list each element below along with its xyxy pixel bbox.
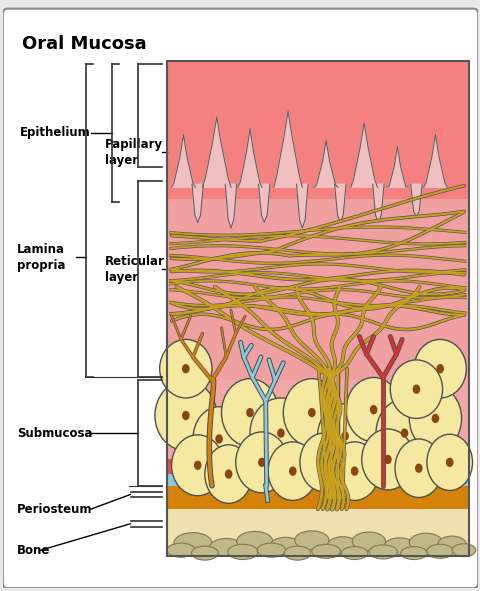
Polygon shape — [225, 184, 236, 228]
Polygon shape — [386, 146, 407, 187]
Polygon shape — [192, 184, 203, 222]
Ellipse shape — [451, 544, 475, 557]
Ellipse shape — [413, 339, 466, 398]
Ellipse shape — [400, 547, 426, 560]
Ellipse shape — [155, 381, 216, 451]
Ellipse shape — [174, 532, 212, 554]
Ellipse shape — [250, 398, 311, 468]
Polygon shape — [238, 129, 261, 187]
Circle shape — [215, 434, 222, 444]
Ellipse shape — [227, 544, 258, 560]
Polygon shape — [296, 184, 307, 228]
Ellipse shape — [284, 546, 310, 560]
Text: Papillary
layer: Papillary layer — [105, 138, 163, 167]
Bar — [167, 381, 468, 486]
Ellipse shape — [375, 399, 432, 467]
Ellipse shape — [257, 543, 285, 557]
Bar — [167, 459, 468, 474]
Ellipse shape — [327, 537, 357, 554]
Ellipse shape — [408, 387, 461, 451]
Circle shape — [341, 431, 348, 441]
Ellipse shape — [236, 531, 272, 551]
Polygon shape — [423, 135, 446, 187]
Text: Epithelium: Epithelium — [19, 126, 90, 139]
Ellipse shape — [317, 404, 372, 468]
Bar — [167, 61, 468, 556]
Ellipse shape — [408, 533, 442, 552]
Circle shape — [431, 414, 438, 423]
Circle shape — [412, 385, 420, 394]
Bar — [167, 509, 468, 556]
Bar — [167, 199, 468, 381]
Circle shape — [350, 466, 358, 476]
Ellipse shape — [171, 435, 223, 496]
Circle shape — [288, 466, 296, 476]
Text: Bone: Bone — [17, 544, 50, 557]
Circle shape — [414, 463, 422, 473]
Polygon shape — [202, 117, 230, 187]
Circle shape — [445, 457, 453, 467]
Circle shape — [181, 411, 189, 420]
Ellipse shape — [394, 439, 442, 498]
Ellipse shape — [221, 379, 278, 447]
Text: Reticular
layer: Reticular layer — [105, 255, 165, 284]
Polygon shape — [372, 184, 384, 222]
Ellipse shape — [384, 538, 415, 554]
FancyBboxPatch shape — [3, 9, 477, 588]
Ellipse shape — [267, 442, 317, 501]
Ellipse shape — [361, 429, 413, 490]
Polygon shape — [334, 184, 345, 222]
Ellipse shape — [426, 434, 471, 491]
Polygon shape — [258, 184, 269, 222]
Ellipse shape — [341, 547, 367, 560]
Text: Submucosa: Submucosa — [17, 427, 92, 440]
Circle shape — [384, 454, 391, 464]
Ellipse shape — [159, 339, 212, 398]
Text: Periosteum: Periosteum — [17, 503, 92, 516]
Ellipse shape — [329, 442, 379, 501]
Polygon shape — [350, 123, 377, 187]
Polygon shape — [313, 140, 337, 187]
Circle shape — [276, 428, 284, 438]
Circle shape — [181, 364, 189, 374]
Circle shape — [246, 408, 253, 417]
Ellipse shape — [368, 545, 396, 559]
Circle shape — [224, 469, 232, 479]
Circle shape — [435, 364, 443, 374]
Polygon shape — [273, 111, 301, 187]
Ellipse shape — [167, 543, 195, 557]
Ellipse shape — [311, 544, 340, 558]
Circle shape — [319, 457, 327, 467]
Ellipse shape — [204, 445, 252, 504]
Bar — [167, 486, 468, 509]
Ellipse shape — [351, 532, 384, 551]
Polygon shape — [171, 135, 195, 187]
Ellipse shape — [294, 531, 328, 550]
Ellipse shape — [209, 538, 242, 556]
Ellipse shape — [235, 432, 288, 493]
Circle shape — [258, 457, 265, 467]
Ellipse shape — [192, 407, 245, 471]
Ellipse shape — [300, 433, 347, 492]
Text: Oral Mucosa: Oral Mucosa — [22, 35, 146, 53]
Circle shape — [400, 428, 408, 438]
Ellipse shape — [283, 379, 340, 447]
Bar — [167, 61, 468, 199]
Circle shape — [369, 405, 377, 414]
Ellipse shape — [269, 537, 301, 555]
Ellipse shape — [426, 544, 453, 558]
Ellipse shape — [191, 546, 218, 560]
Circle shape — [307, 408, 315, 417]
Ellipse shape — [345, 378, 400, 442]
Polygon shape — [410, 184, 421, 216]
Text: Lamina
propria: Lamina propria — [17, 243, 65, 272]
Bar — [167, 474, 468, 486]
Ellipse shape — [437, 536, 466, 553]
Circle shape — [193, 460, 201, 470]
Ellipse shape — [389, 360, 442, 418]
